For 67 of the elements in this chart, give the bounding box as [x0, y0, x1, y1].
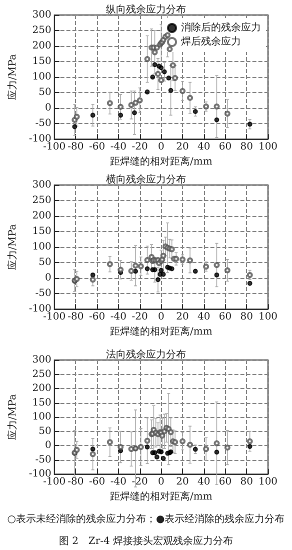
chart-title: 纵向残余应力分布 [106, 4, 186, 16]
y-tick-label: 0 [44, 102, 52, 114]
y-tick-label: 200 [32, 210, 52, 222]
x-tick-label: 60 [218, 142, 232, 153]
y-tick-label: 300 [32, 180, 52, 190]
y-tick-label: -50 [35, 454, 52, 466]
chart-title: 法向残余应力分布 [106, 348, 186, 360]
y-tick-label: 100 [32, 242, 52, 253]
x-axis-title: 距焊缝的相对距离/mm [110, 326, 213, 338]
legend-label: 消除后的残余应力 [181, 22, 261, 34]
caption: 图 2 Zr-4 焊接接头宏观残余应力分布 [58, 534, 234, 548]
y-tick-label: 50 [38, 426, 52, 437]
x-tick-label: -80 [68, 142, 84, 153]
x-tick-label: -20 [132, 312, 148, 323]
y-tick-label: 150 [32, 397, 52, 408]
x-tick-label: 20 [176, 312, 189, 323]
x-tick-label: 40 [198, 476, 210, 488]
x-tick-label: 100 [258, 142, 278, 153]
x-tick-label: 20 [176, 476, 189, 488]
y-tick-label: 150 [32, 226, 52, 238]
x-tick-label: 20 [176, 142, 189, 153]
x-tick-label: 0 [158, 312, 164, 323]
x-tick-label: -40 [110, 312, 127, 323]
x-tick-label: 40 [198, 142, 210, 153]
y-tick-label: 250 [32, 25, 52, 36]
x-tick-label: 0 [158, 476, 164, 488]
y-tick-label: 200 [32, 40, 52, 52]
x-tick-label: -60 [89, 312, 106, 323]
x-tick-label: -40 [110, 142, 127, 153]
y-axis-title: 应力/MPa [6, 54, 18, 100]
x-tick-label: 80 [240, 142, 254, 153]
x-tick-label: 40 [198, 312, 210, 323]
x-tick-label: -20 [132, 142, 148, 153]
text: ○表示未经消除的残余应力分布；●表示经消除的残余应力分布 [6, 512, 286, 526]
y-tick-label: 100 [32, 412, 52, 423]
y-tick-label: 300 [32, 10, 52, 20]
x-tick-label: -20 [132, 476, 148, 488]
x-tick-label: 100 [258, 312, 278, 323]
y-tick-label: 0 [44, 440, 52, 452]
y-tick-label: 250 [32, 195, 52, 206]
y-tick-label: 200 [32, 383, 52, 394]
x-tick-label: 80 [240, 476, 254, 488]
y-tick-label: 0 [44, 272, 52, 284]
y-tick-label: 100 [32, 72, 52, 83]
x-tick-label: 0 [158, 142, 164, 153]
y-tick-label: -50 [35, 288, 52, 300]
y-tick-label: -50 [35, 118, 52, 130]
x-tick-label: -60 [89, 476, 106, 488]
y-tick-label: 50 [38, 87, 52, 98]
y-axis-title: 应力/MPa [6, 224, 18, 270]
y-axis-title: 应力/MPa [6, 394, 18, 440]
x-tick-label: -80 [68, 476, 84, 488]
x-tick-label: -40 [110, 476, 127, 488]
x-tick-label: 60 [218, 312, 232, 323]
x-tick-label: 80 [240, 312, 254, 323]
y-tick-label: 150 [32, 56, 52, 68]
chart-title: 横向残余应力分布 [106, 174, 186, 186]
x-tick-label: 100 [258, 476, 278, 488]
legend-label: 焊后残余应力 [181, 36, 241, 48]
x-tick-label: -60 [89, 142, 106, 153]
y-tick-label: 50 [38, 257, 52, 268]
y-tick-label: 300 [32, 354, 52, 366]
x-axis-title: 距焊缝的相对距离/mm [110, 156, 213, 168]
y-tick-label: 250 [32, 368, 52, 380]
x-axis-title: 距焊缝的相对距离/mm [110, 490, 213, 502]
x-tick-label: 60 [218, 476, 232, 488]
x-tick-label: -80 [68, 312, 84, 323]
